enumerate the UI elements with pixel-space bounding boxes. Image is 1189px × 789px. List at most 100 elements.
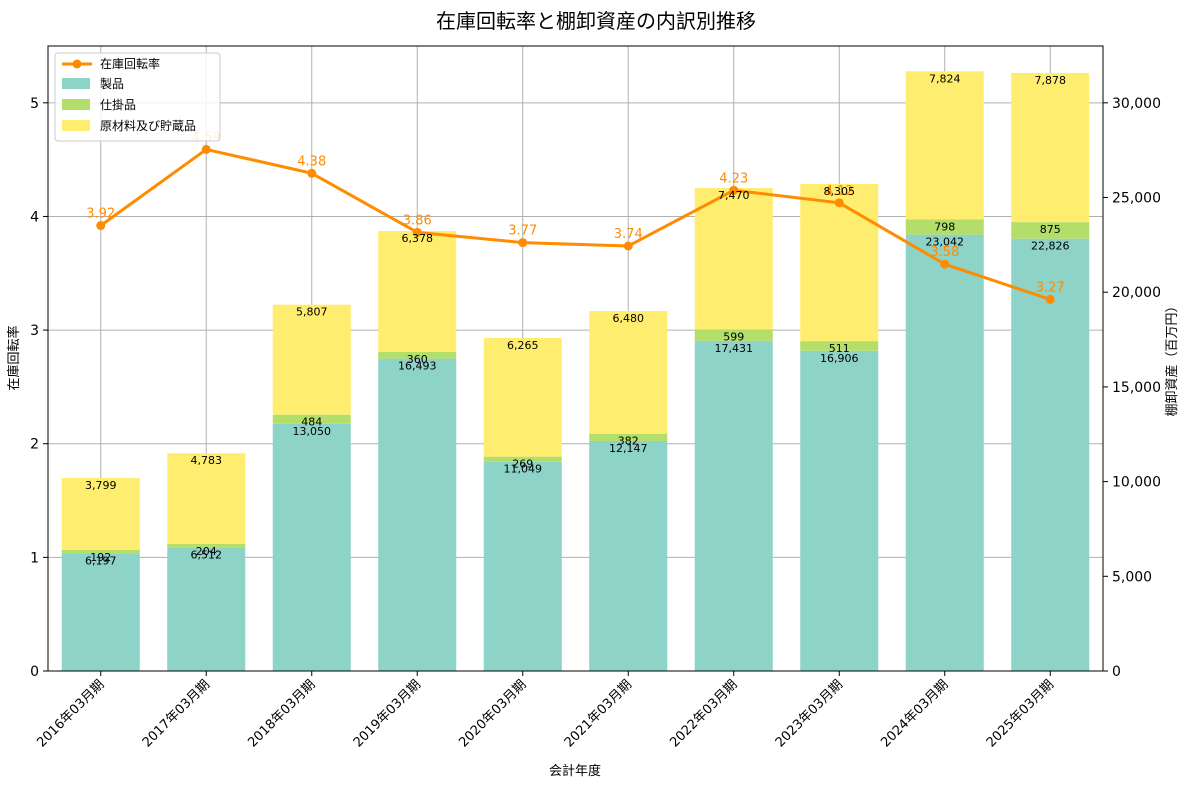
plot-frame (47, 45, 1104, 672)
y-right-tick-label: 15,000 (1112, 380, 1161, 396)
legend-swatch-materials (62, 120, 90, 131)
bar-label-product: 11,049 (504, 463, 543, 476)
bar-segment-product (483, 461, 562, 671)
legend-box (54, 52, 221, 142)
bar-segment-materials (167, 453, 246, 544)
bar-segment-product (905, 234, 984, 671)
turnover-point (201, 144, 211, 154)
bar-label-materials: 7,878 (1035, 74, 1067, 87)
bar-segment-materials (483, 337, 562, 457)
y-right-tick-label: 5,000 (1112, 569, 1152, 585)
bar-segment-materials (589, 310, 668, 434)
y-axis-right-label: 棚卸資産（百万円） (1164, 299, 1180, 416)
bar-segment-materials (694, 188, 773, 330)
y-right-tick-label: 25,000 (1112, 191, 1161, 207)
bar-label-materials: 8,305 (824, 185, 856, 198)
legend-label-wip: 仕掛品 (100, 97, 136, 112)
legend-line-marker (72, 59, 82, 69)
legend-label-materials: 原材料及び貯蔵品 (100, 119, 196, 133)
x-tick-label: 2018年03月期 (245, 677, 318, 750)
bar-segment-materials (905, 71, 984, 220)
turnover-label: 4.23 (719, 171, 748, 186)
turnover-label: 4.38 (297, 154, 326, 169)
turnover-point (623, 241, 633, 251)
legend-swatch-product (62, 78, 90, 89)
y-left-tick-label: 2 (30, 437, 39, 453)
turnover-label: 3.92 (86, 207, 115, 222)
y-left-tick-label: 5 (30, 96, 39, 112)
bar-segment-materials (378, 231, 457, 352)
bar-label-materials: 7,824 (929, 72, 961, 85)
y-right-tick-label: 10,000 (1112, 475, 1161, 491)
bar-label-materials: 4,783 (191, 454, 223, 467)
turnover-point (96, 221, 106, 231)
bar-segment-product (1011, 238, 1090, 671)
bar-label-wip: 599 (723, 331, 744, 344)
turnover-label: 3.74 (614, 227, 643, 242)
legend: 在庫回転率 製品 仕掛品 原材料及び貯蔵品 (54, 52, 221, 142)
bar-label-materials: 6,480 (613, 312, 645, 325)
x-tick-label: 2019年03月期 (351, 677, 424, 750)
bar-segment-materials (272, 304, 351, 415)
bar-segment-wip (61, 549, 140, 554)
x-tick-label: 2016年03月期 (34, 677, 107, 750)
bar-segment-materials (800, 183, 879, 342)
bar-label-wip: 484 (301, 416, 322, 429)
bar-segment-product (694, 340, 773, 671)
bar-segment-product (167, 547, 246, 671)
bar-segment-product (800, 350, 879, 671)
y-left-tick-label: 0 (30, 664, 39, 680)
bar-label-materials: 6,265 (507, 339, 539, 352)
bar-segment-materials (61, 478, 140, 550)
turnover-label: 4.12 (825, 184, 854, 199)
bar-segment-wip (800, 341, 879, 351)
x-tick-label: 2017年03月期 (140, 677, 213, 750)
legend-label-product: 製品 (100, 77, 124, 91)
chart-title: 在庫回転率と棚卸資産の内訳別推移 (436, 9, 756, 33)
bar-label-wip: 875 (1040, 223, 1061, 236)
x-tick-label: 2024年03月期 (878, 677, 951, 750)
bar-label-materials: 6,378 (402, 232, 434, 245)
turnover-label: 3.58 (930, 245, 959, 260)
turnover-point (307, 168, 317, 178)
bar-label-wip: 192 (90, 551, 111, 564)
bar-label-product: 12,147 (609, 442, 648, 455)
x-tick-label: 2020年03月期 (456, 677, 529, 750)
bar-label-product: 13,050 (293, 425, 332, 438)
bar-label-materials: 5,807 (296, 306, 328, 319)
turnover-point (729, 185, 739, 195)
y-right-tick-label: 30,000 (1112, 96, 1161, 112)
bar-segment-product (378, 358, 457, 671)
bar-segment-wip (589, 433, 668, 441)
bar-label-product: 23,042 (926, 236, 965, 249)
bar-label-product: 6,512 (191, 549, 223, 562)
bar-label-product: 6,197 (85, 555, 117, 568)
turnover-point (834, 198, 844, 208)
bar-segment-wip (483, 456, 562, 462)
bar-label-wip: 360 (407, 353, 428, 366)
bar-segment-wip (167, 543, 246, 548)
x-tick-label: 2021年03月期 (562, 677, 635, 750)
turnover-label: 3.77 (508, 224, 537, 239)
turnover-point (1045, 294, 1055, 304)
bar-segment-wip (378, 351, 457, 359)
bar-segment-product (272, 423, 351, 671)
x-tick-label: 2022年03月期 (667, 677, 740, 750)
turnover-label: 3.27 (1036, 280, 1065, 295)
bar-label-wip: 382 (618, 435, 639, 448)
bar-label-product: 22,826 (1031, 240, 1070, 253)
bar-segment-wip (1011, 222, 1090, 239)
bar-label-wip: 511 (829, 342, 850, 355)
legend-swatch-wip (62, 99, 90, 110)
bar-layer (61, 71, 1090, 671)
y-left-tick-label: 4 (30, 209, 39, 225)
x-axis-label: 会計年度 (549, 763, 601, 779)
turnover-point (518, 238, 528, 248)
bar-segment-product (61, 553, 140, 671)
bar-label-product: 17,431 (715, 342, 754, 355)
bar-label-wip: 269 (512, 458, 533, 471)
turnover-point (940, 259, 950, 269)
y-right-tick-label: 20,000 (1112, 285, 1161, 301)
y-left-tick-label: 1 (30, 550, 39, 566)
